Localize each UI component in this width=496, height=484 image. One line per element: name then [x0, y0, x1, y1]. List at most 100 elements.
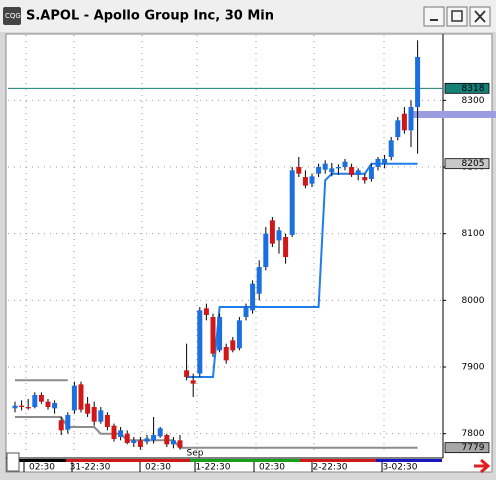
price-box-label: 8205: [462, 159, 485, 169]
candle-body: [157, 428, 163, 437]
session-bar: [66, 459, 190, 462]
scroll-box[interactable]: [6, 452, 20, 472]
price-box: [444, 442, 490, 454]
candle-body: [85, 403, 91, 414]
candle-body: [118, 430, 124, 437]
candle-body: [349, 167, 355, 175]
candle-body: [302, 177, 308, 186]
candle-body: [362, 177, 368, 181]
x-tick-label: 02:30: [145, 463, 171, 473]
candle-body: [78, 384, 84, 410]
candle-body: [210, 317, 216, 354]
candle-body: [382, 159, 388, 164]
candle-body: [19, 405, 25, 407]
candle-body: [322, 163, 328, 170]
candle-body: [177, 440, 183, 448]
candle-body: [415, 57, 421, 107]
x-tick-label: 2-22:30: [313, 463, 348, 473]
candle-body: [203, 308, 209, 315]
candle-body: [368, 167, 374, 179]
x-tick-label: 02:30: [29, 463, 55, 473]
scroll-right-arrow[interactable]: [474, 458, 491, 474]
candle-body: [98, 410, 104, 422]
candle-body: [256, 267, 262, 294]
x-tick-label: 1-22:30: [196, 463, 231, 473]
title-bar: [0, 0, 496, 32]
month-label: Sep: [187, 449, 204, 459]
x-tick-label: 31-22:30: [70, 463, 111, 473]
candle-body: [355, 170, 361, 175]
candle-body: [45, 401, 51, 407]
candle-body: [32, 395, 38, 407]
price-box-label: 7779: [462, 443, 485, 453]
window-title: S.APOL - Apollo Group Inc, 30 Min: [26, 9, 274, 24]
candle-body: [309, 176, 315, 184]
candle-body: [197, 310, 203, 374]
candle-body: [184, 370, 190, 377]
candle-body: [164, 435, 170, 445]
candle-body: [52, 403, 58, 409]
candle-body: [71, 385, 77, 411]
y-tick-label: 7900: [462, 363, 485, 373]
candle-body: [104, 415, 110, 427]
candle-body: [131, 440, 137, 443]
candle-body: [124, 433, 130, 443]
candle-body: [269, 220, 275, 244]
candle-body: [395, 120, 401, 137]
candle-body: [151, 435, 157, 441]
y-tick-label: 7800: [462, 429, 485, 439]
session-bar: [16, 459, 66, 462]
y-tick-label: 8300: [462, 96, 485, 106]
candle-body: [223, 347, 229, 361]
price-box: [444, 82, 490, 94]
candle-body: [263, 233, 269, 267]
window-buttons: [423, 6, 491, 27]
candle-body: [329, 168, 335, 173]
y-tick-label: 8100: [462, 229, 485, 239]
candle-body: [289, 170, 295, 235]
candle-body: [236, 320, 242, 349]
candle-body: [38, 395, 44, 402]
maximize-button[interactable]: [446, 6, 468, 27]
price-box-label: 8318: [462, 84, 485, 94]
candle-body: [342, 161, 348, 167]
candle-body: [401, 113, 407, 131]
candle-body: [12, 405, 18, 409]
minimize-glyph: [430, 19, 438, 21]
session-bar: [376, 459, 442, 462]
candle-body: [58, 420, 64, 431]
candle-body: [316, 167, 322, 174]
candle-body: [144, 438, 150, 442]
highlight-bar: [413, 111, 496, 118]
candle-body: [25, 407, 31, 409]
y-tick-label: 8000: [462, 296, 485, 306]
app-icon: [3, 7, 21, 25]
minimize-button[interactable]: [423, 6, 445, 27]
candle-body: [217, 317, 223, 351]
candle-body: [65, 415, 71, 430]
x-tick-label: 3-02:30: [383, 463, 418, 473]
candle-body: [335, 167, 341, 169]
candle-body: [375, 159, 381, 167]
candle-body: [243, 307, 249, 317]
candle-body: [408, 107, 414, 131]
session-bar: [190, 459, 300, 462]
indicator-line: [15, 416, 418, 449]
candle-body: [276, 230, 282, 241]
maximize-glyph: [451, 10, 463, 22]
candle-body: [91, 407, 97, 422]
candle-body: [137, 440, 143, 447]
candle-body: [170, 440, 176, 445]
app-icon-glyph: CQG: [5, 12, 21, 20]
candle-body: [283, 237, 289, 257]
candle-body: [296, 167, 302, 174]
candle-body: [250, 283, 256, 311]
session-bar: [300, 459, 376, 462]
candle-body: [230, 340, 236, 351]
candle-body: [190, 380, 196, 384]
price-box: [444, 158, 490, 170]
time-strip: [6, 452, 491, 474]
candle-body: [388, 140, 394, 157]
